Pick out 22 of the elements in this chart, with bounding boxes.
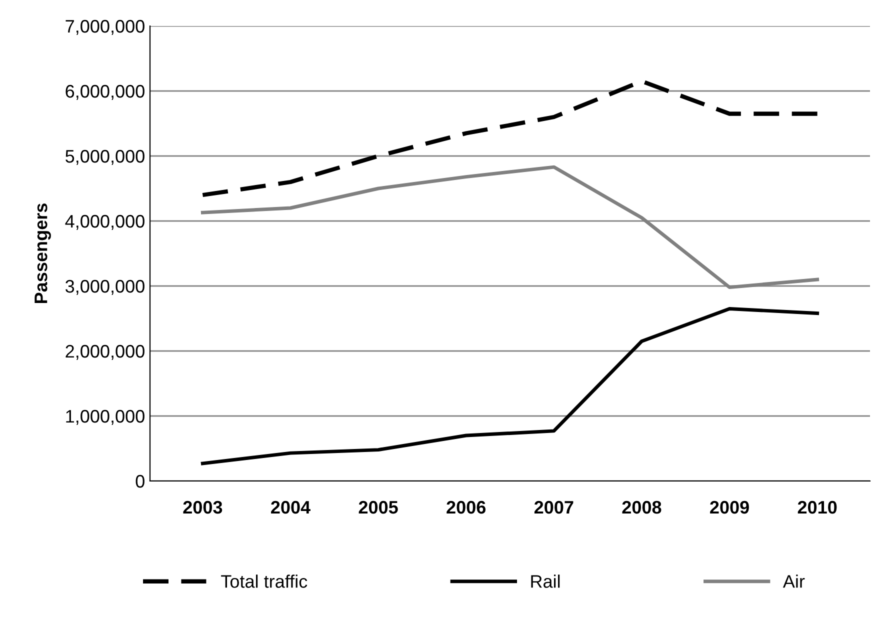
y-tick-label: 2,000,000: [66, 344, 144, 360]
line-series: [200, 307, 820, 466]
y-tick-label: 7,000,000: [66, 20, 144, 35]
line-series: [200, 79, 820, 198]
x-tick-label: 2006: [446, 500, 486, 514]
y-axis-title: Passengers: [34, 204, 51, 303]
legend-label: Rail: [531, 574, 560, 588]
y-tick-label: 4,000,000: [65, 214, 144, 230]
x-tick-label: 2007: [534, 500, 574, 514]
y-tick-label: 5,000,000: [66, 150, 144, 165]
x-tick-label: 2005: [358, 500, 398, 514]
y-tick-label: 6,000,000: [66, 84, 144, 100]
legend-label: Total traffic: [221, 574, 308, 588]
x-tick-label: 2010: [798, 500, 837, 514]
y-tick-label: 3,000,000: [66, 280, 144, 295]
x-tick-label: 2003: [183, 500, 222, 514]
y-tick-label: 0: [136, 474, 144, 488]
legend-label: Air: [782, 574, 805, 588]
x-tick-label: 2008: [622, 500, 662, 514]
y-tick-label: 1,000,000: [66, 410, 144, 425]
x-tick-label: 2009: [710, 500, 749, 514]
x-tick-label: 2004: [271, 500, 310, 514]
